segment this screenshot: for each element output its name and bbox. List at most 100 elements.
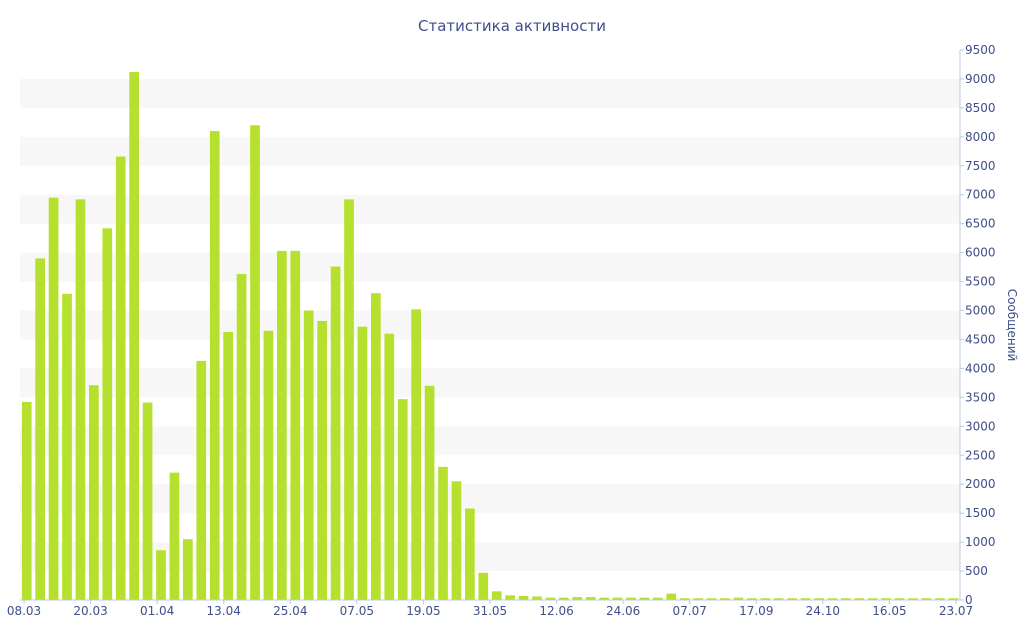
- y-tick-label: 2000: [965, 477, 996, 491]
- bar: [451, 481, 462, 600]
- bar: [518, 595, 529, 600]
- bar: [706, 598, 717, 600]
- bar: [129, 72, 139, 600]
- bar: [277, 250, 287, 600]
- bar: [223, 331, 233, 600]
- bar: [599, 597, 609, 600]
- bar: [733, 597, 744, 600]
- bar: [48, 197, 59, 600]
- grid-band: [20, 78, 960, 108]
- bar: [317, 320, 327, 600]
- grid-band: [20, 136, 960, 166]
- bar: [115, 156, 126, 600]
- bar: [921, 598, 932, 600]
- y-tick-label: 4500: [965, 332, 996, 346]
- bar: [545, 597, 556, 600]
- y-tick-label: 6500: [965, 217, 996, 231]
- bar: [169, 472, 180, 600]
- x-tick-label: 31.05: [473, 604, 507, 618]
- x-tick-label: 01.04: [140, 604, 174, 618]
- bar: [89, 385, 99, 600]
- grid-band: [20, 368, 960, 398]
- y-tick-label: 3000: [965, 419, 996, 433]
- grid-band: [20, 426, 960, 456]
- y-tick-label: 7500: [965, 159, 996, 173]
- bar: [693, 598, 703, 600]
- bar: [344, 199, 354, 600]
- x-tick-label: 13.04: [207, 604, 241, 618]
- bar: [102, 228, 113, 600]
- bar: [424, 385, 435, 600]
- grid-band: [20, 484, 960, 514]
- bar: [532, 596, 542, 600]
- bar: [411, 309, 421, 600]
- bar: [854, 598, 865, 600]
- bar: [948, 598, 959, 600]
- bar: [209, 131, 220, 601]
- bar: [384, 333, 395, 600]
- bar: [572, 597, 583, 600]
- bar: [881, 598, 891, 600]
- y-tick-label: 3500: [965, 390, 996, 404]
- bar: [62, 293, 72, 600]
- bar: [720, 598, 730, 600]
- x-tick-label: 24.10: [806, 604, 840, 618]
- bar: [867, 598, 878, 600]
- bar: [397, 399, 408, 600]
- bar: [626, 597, 636, 600]
- bar: [465, 508, 475, 600]
- bar: [156, 550, 166, 600]
- bar: [773, 598, 784, 600]
- grid-bands: [20, 78, 960, 572]
- bar: [505, 595, 515, 600]
- bar-series: [21, 72, 959, 601]
- y-axis-label: Сообщений: [1005, 289, 1019, 362]
- bar: [491, 591, 502, 600]
- x-tick-label: 07.07: [673, 604, 707, 618]
- y-tick-label: 0: [965, 593, 973, 607]
- y-tick-label: 6000: [965, 246, 996, 260]
- bar: [357, 326, 368, 600]
- bar: [250, 125, 260, 600]
- bar: [747, 598, 757, 600]
- bar: [371, 293, 381, 600]
- grid-band: [20, 194, 960, 224]
- x-tick-label: 12.06: [539, 604, 573, 618]
- bar: [787, 598, 797, 600]
- y-tick-label: 8000: [965, 130, 996, 144]
- bar: [612, 597, 623, 600]
- grid-band: [20, 310, 960, 340]
- x-tick-label: 23.07: [939, 604, 973, 618]
- bar: [760, 598, 771, 600]
- x-tick-label: 25.04: [273, 604, 307, 618]
- bar: [35, 258, 45, 600]
- bar: [841, 598, 851, 600]
- x-tick-label: 24.06: [606, 604, 640, 618]
- y-tick-label: 9500: [965, 43, 996, 57]
- y-tick-label: 2500: [965, 448, 996, 462]
- y-tick-label: 1000: [965, 535, 996, 549]
- bar: [908, 598, 918, 600]
- bar: [639, 597, 650, 600]
- bar: [585, 597, 596, 600]
- bar: [800, 598, 811, 600]
- bar: [236, 274, 247, 600]
- bar: [679, 598, 690, 600]
- bar: [290, 250, 301, 600]
- y-tick-label: 9000: [965, 72, 996, 86]
- y-tick-label: 4000: [965, 361, 996, 375]
- bar: [303, 310, 314, 600]
- y-tick-label: 5000: [965, 304, 996, 318]
- bar: [478, 572, 489, 600]
- x-axis-ticks: 08.03 20.03 01.04 13.04 25.04 07.05 19.05 31.05…: [7, 599, 973, 618]
- bar: [142, 402, 153, 600]
- chart-title: Статистика активности: [418, 17, 606, 35]
- y-axis-ticks: 0 500 1000 1500 2000 2500 3000 3500 4000 4500 5000…: [959, 43, 996, 607]
- x-tick-label: 17.09: [739, 604, 773, 618]
- bar: [559, 597, 569, 600]
- bar: [330, 266, 341, 600]
- y-tick-label: 8500: [965, 101, 996, 115]
- y-tick-label: 500: [965, 564, 988, 578]
